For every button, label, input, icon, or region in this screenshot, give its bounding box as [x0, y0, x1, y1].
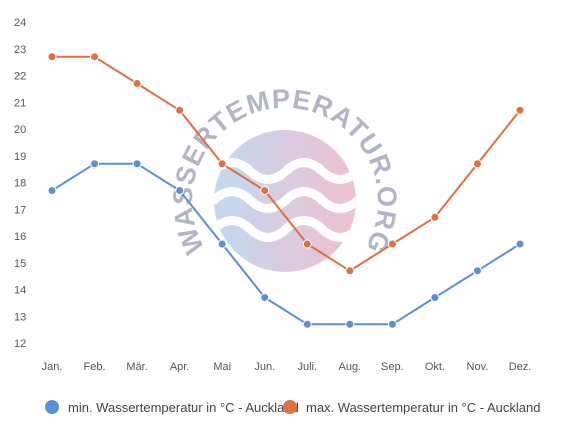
legend-marker[interactable] [45, 400, 59, 414]
data-point-max[interactable] [345, 266, 355, 276]
y-tick-label: 22 [14, 71, 26, 83]
legend-label[interactable]: max. Wassertemperatur in °C - Auckland [306, 400, 540, 415]
y-tick-label: 18 [14, 178, 26, 190]
y-tick-label: 20 [14, 124, 26, 136]
watermark-wave-icon [214, 187, 356, 213]
data-point-max[interactable] [260, 186, 270, 196]
x-tick-label: Mär. [126, 361, 147, 373]
y-tick-label: 12 [14, 338, 26, 350]
data-point-min[interactable] [260, 293, 270, 303]
x-tick-label: Nov. [467, 361, 489, 373]
watermark-logo: WASSERTEMPERATUR.ORG [168, 84, 401, 272]
x-tick-label: Jun. [254, 361, 275, 373]
data-point-max[interactable] [47, 52, 57, 62]
data-point-min[interactable] [175, 186, 185, 196]
data-point-min[interactable] [302, 319, 312, 329]
x-tick-label: Mai [213, 361, 231, 373]
series-line-max [52, 55, 521, 272]
data-point-min[interactable] [430, 293, 440, 303]
x-tick-label: Okt. [425, 361, 445, 373]
data-point-max[interactable] [430, 212, 440, 222]
data-point-max[interactable] [515, 105, 525, 115]
y-tick-label: 14 [14, 285, 26, 297]
y-tick-label: 17 [14, 204, 26, 216]
x-tick-label: Apr. [170, 361, 190, 373]
series-line-min [51, 162, 521, 326]
y-tick-label: 16 [14, 231, 26, 243]
data-point-max[interactable] [472, 159, 482, 169]
y-tick-label: 23 [14, 44, 26, 56]
data-point-min[interactable] [90, 159, 100, 169]
y-tick-label: 13 [14, 311, 26, 323]
y-tick-label: 21 [14, 97, 26, 109]
data-point-max[interactable] [302, 239, 312, 249]
data-point-max[interactable] [175, 105, 185, 115]
x-tick-label: Jan. [42, 361, 63, 373]
x-tick-label: Sep. [381, 361, 404, 373]
data-point-max[interactable] [90, 52, 100, 62]
watermark-wave-icon [214, 216, 356, 242]
y-tick-label: 19 [14, 151, 26, 163]
legend-label[interactable]: min. Wassertemperatur in °C - Auckland [68, 400, 299, 415]
x-tick-label: Juli. [297, 361, 317, 373]
x-tick-label: Feb. [84, 361, 106, 373]
data-point-min[interactable] [515, 239, 525, 249]
data-point-min[interactable] [217, 239, 227, 249]
y-tick-label: 24 [14, 17, 26, 29]
data-point-min[interactable] [132, 159, 142, 169]
watermark-wave-icon [214, 158, 356, 184]
data-point-min[interactable] [387, 319, 397, 329]
x-tick-label: Aug. [338, 361, 361, 373]
data-point-min[interactable] [47, 186, 57, 196]
data-point-max[interactable] [217, 159, 227, 169]
legend-marker[interactable] [283, 400, 297, 414]
data-point-min[interactable] [345, 319, 355, 329]
data-point-min[interactable] [472, 266, 482, 276]
data-point-max[interactable] [132, 79, 142, 89]
y-tick-label: 15 [14, 258, 26, 270]
x-tick-label: Dez. [509, 361, 532, 373]
data-point-max[interactable] [387, 239, 397, 249]
